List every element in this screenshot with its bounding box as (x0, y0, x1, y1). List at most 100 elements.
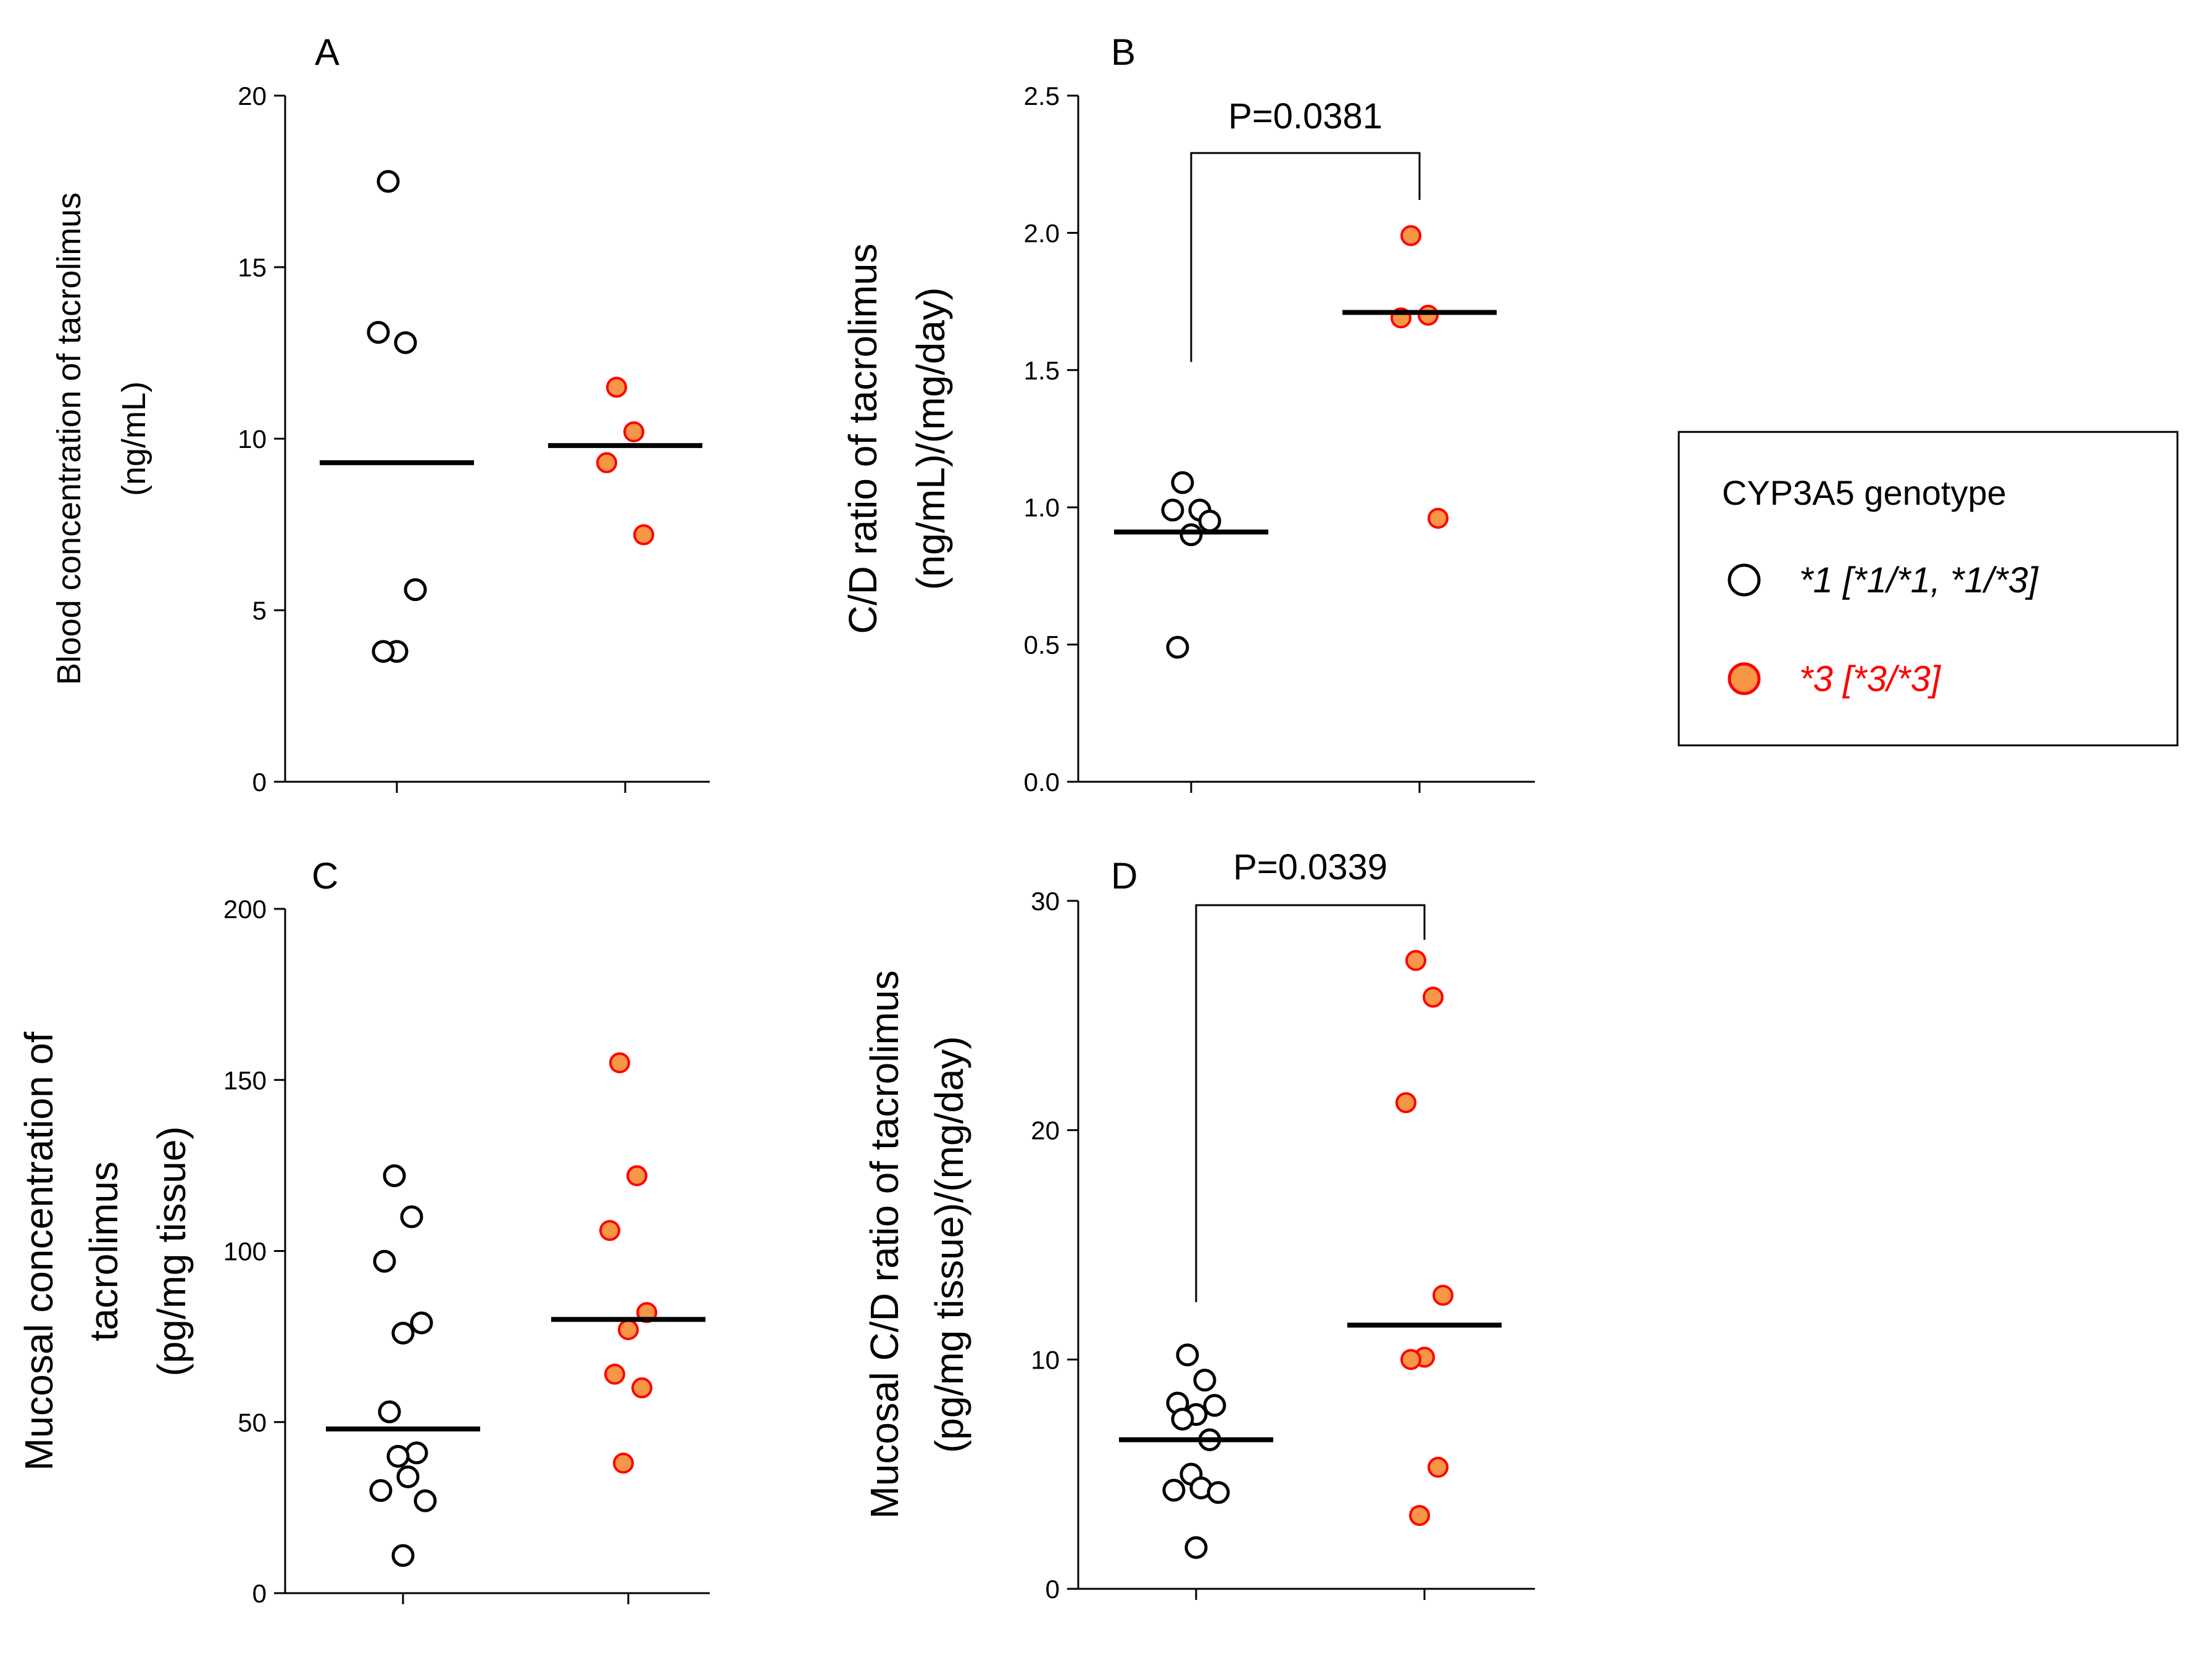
p-value-label: P=0.0339 (1233, 847, 1387, 887)
data-point-star3 (599, 1220, 620, 1241)
significance-bracket (1190, 152, 1421, 362)
significance-bracket (1195, 904, 1426, 1303)
y-tick-label: 15 (238, 253, 267, 282)
data-point-star1 (1207, 1481, 1230, 1504)
data-point-star1 (372, 640, 395, 663)
data-point-star1 (1184, 1536, 1208, 1559)
data-point-star3 (1409, 1505, 1430, 1527)
y-axis-title-line: Mucosal concentration of (17, 1032, 61, 1471)
data-point-star3 (1400, 1349, 1421, 1370)
data-point-star1 (1198, 509, 1221, 532)
y-axis-title-line: (ng/mL) (115, 381, 152, 496)
y-axis-title-line: C/D ratio of tacrolimus (841, 243, 885, 634)
panels-container: 0 5 10 15 20 A Blood concentration of tacrolim… (17, 31, 1535, 1608)
data-point-star3 (609, 1052, 630, 1074)
panel-a: 0 5 10 15 20 A Blood concentration of tacrolim… (51, 31, 710, 797)
data-point-star3 (596, 452, 617, 473)
y-axis-title-line: tacrolimus (81, 1161, 126, 1341)
y-tick-label: 1.0 (1024, 493, 1060, 522)
y-tick-label: 20 (238, 81, 267, 110)
y-tick-label: 2.0 (1024, 218, 1060, 247)
y-tick-label: 0 (252, 1579, 267, 1608)
data-point-star3 (618, 1319, 639, 1341)
data-point-star1 (383, 1164, 406, 1188)
data-point-star1 (414, 1489, 437, 1512)
y-tick-label: 0 (252, 768, 267, 797)
y-tick-label: 0.5 (1024, 631, 1060, 660)
data-point-star1 (369, 1479, 393, 1502)
data-point-star3 (633, 524, 654, 545)
p-value-label: P=0.0381 (1228, 96, 1382, 136)
data-point-star3 (1428, 1457, 1449, 1478)
legend-box (1678, 431, 2179, 747)
data-point-star3 (606, 376, 627, 398)
data-point-star1 (394, 331, 417, 354)
data-point-star1 (410, 1311, 433, 1335)
panel-b: 0.0 0.5 1.0 1.5 2.0 2.5 B C/D ratio of tacrolim… (841, 31, 1535, 797)
y-tick-label: 10 (238, 425, 267, 454)
panel-letter: C (312, 855, 338, 897)
data-point-star1 (1193, 1369, 1216, 1392)
legend-title: CYP3A5 genotype (1722, 473, 2006, 512)
y-tick-label: 5 (252, 596, 267, 625)
data-point-star1 (400, 1205, 423, 1228)
data-point-star3 (613, 1452, 634, 1474)
data-point-star3 (631, 1377, 652, 1399)
panel-letter: D (1111, 855, 1137, 897)
data-point-star3 (1423, 987, 1444, 1008)
data-point-star3 (1432, 1285, 1453, 1306)
data-point-star3 (604, 1364, 625, 1385)
y-tick-label: 150 (223, 1066, 267, 1095)
data-point-star1 (1162, 1478, 1186, 1502)
data-point-star1 (378, 1400, 401, 1423)
panel-letter: B (1111, 31, 1136, 73)
y-tick-label: 1.5 (1024, 356, 1060, 385)
y-tick-label: 2.5 (1024, 81, 1060, 110)
legend-open-marker (1728, 563, 1761, 597)
y-tick-label: 0 (1046, 1575, 1060, 1604)
data-point-star3 (623, 421, 644, 442)
data-point-star1 (1179, 523, 1203, 547)
y-axis-title-line: Mucosal C/D ratio of tacrolimus (862, 970, 907, 1518)
data-point-star1 (386, 1444, 410, 1468)
data-point-star3 (1400, 225, 1421, 246)
data-point-star3 (626, 1165, 647, 1187)
panel-letter: A (315, 31, 339, 73)
data-point-star1 (405, 1441, 428, 1465)
data-point-star1 (391, 1544, 415, 1567)
data-point-star1 (404, 578, 427, 602)
y-tick-label: 200 (223, 895, 267, 924)
data-point-star1 (1203, 1394, 1226, 1417)
data-point-star1 (391, 1322, 415, 1345)
panel-d: 0 10 20 30 D Mucosal C/D ratio of tacrolimus (… (862, 847, 1535, 1604)
data-point-star1 (1171, 1407, 1194, 1431)
y-tick-label: 20 (1031, 1116, 1060, 1145)
data-point-star1 (396, 1465, 420, 1488)
data-point-star1 (1166, 636, 1189, 659)
y-tick-label: 0.0 (1024, 768, 1060, 797)
data-point-star1 (1171, 471, 1194, 494)
data-point-star3 (1428, 507, 1449, 529)
data-point-star1 (1176, 1343, 1199, 1367)
data-point-star1 (373, 1249, 396, 1273)
y-tick-label: 50 (238, 1408, 267, 1437)
data-point-star1 (367, 321, 390, 344)
y-axis-title-line: (ng/mL)/(mg/day) (908, 288, 953, 590)
data-point-star1 (1161, 499, 1184, 522)
y-tick-label: 10 (1031, 1345, 1060, 1374)
legend-filled-marker (1728, 662, 1761, 695)
y-axis-title-line: Blood concentration of tacrolimus (51, 193, 88, 685)
data-point-star3 (1418, 304, 1439, 326)
data-point-star3 (1395, 1092, 1416, 1114)
y-tick-label: 100 (223, 1237, 267, 1266)
legend-entry-star3: *3 [*3/*3] (1799, 659, 1942, 699)
legend-entry-star1: *1 [*1/*1, *1/*3] (1799, 560, 2039, 600)
data-point-star3 (1405, 950, 1426, 971)
y-axis-title-line: (pg/mg tissue)/(mg/day) (927, 1036, 971, 1453)
y-axis-title-line: (pg/mg tissue) (149, 1126, 194, 1376)
panel-c: 0 50 100 150 200 C Mucosal concentration of tac… (17, 855, 710, 1608)
y-tick-label: 30 (1031, 887, 1060, 916)
data-point-star1 (376, 170, 400, 193)
legend: CYP3A5 genotype *1 [*1/*1, *1/*3] *3 [*3… (1678, 431, 2179, 747)
